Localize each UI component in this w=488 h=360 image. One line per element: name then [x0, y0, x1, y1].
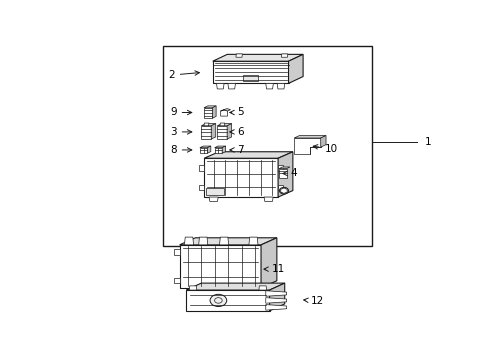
Polygon shape [220, 110, 227, 116]
Polygon shape [204, 158, 278, 197]
Polygon shape [264, 197, 273, 202]
Polygon shape [199, 185, 204, 190]
Polygon shape [203, 123, 208, 126]
Polygon shape [265, 305, 286, 310]
Polygon shape [248, 237, 258, 245]
Polygon shape [278, 152, 292, 197]
Polygon shape [269, 283, 284, 311]
Polygon shape [217, 123, 231, 126]
Polygon shape [209, 197, 218, 202]
Polygon shape [200, 148, 207, 153]
Polygon shape [203, 108, 212, 118]
Polygon shape [279, 168, 286, 178]
Polygon shape [243, 75, 258, 81]
Polygon shape [227, 84, 235, 89]
Polygon shape [281, 54, 287, 57]
Polygon shape [211, 123, 215, 139]
Text: 7: 7 [229, 145, 244, 155]
Polygon shape [212, 106, 216, 118]
Polygon shape [278, 185, 282, 190]
Polygon shape [204, 152, 292, 158]
Polygon shape [222, 146, 225, 153]
Polygon shape [179, 245, 261, 288]
Polygon shape [280, 188, 286, 193]
Polygon shape [220, 109, 230, 111]
Polygon shape [201, 126, 211, 139]
Polygon shape [259, 286, 266, 290]
Text: 5: 5 [229, 108, 244, 117]
Polygon shape [186, 283, 284, 290]
Polygon shape [265, 298, 286, 303]
Text: 2: 2 [168, 70, 199, 80]
Text: 4: 4 [283, 168, 296, 179]
Polygon shape [265, 84, 273, 89]
Polygon shape [207, 146, 210, 153]
Polygon shape [174, 278, 179, 283]
Polygon shape [212, 54, 303, 61]
Polygon shape [214, 146, 225, 148]
Polygon shape [226, 123, 231, 139]
Text: 1: 1 [424, 136, 431, 147]
Polygon shape [217, 126, 226, 139]
Polygon shape [189, 286, 196, 290]
Polygon shape [212, 61, 288, 84]
Polygon shape [288, 54, 303, 84]
Polygon shape [186, 290, 269, 311]
Text: 3: 3 [170, 127, 191, 137]
Text: 9: 9 [170, 108, 191, 117]
Circle shape [279, 187, 288, 194]
Polygon shape [216, 84, 224, 89]
Text: 8: 8 [170, 145, 191, 155]
Polygon shape [198, 237, 207, 245]
Polygon shape [214, 148, 222, 153]
Polygon shape [219, 237, 228, 245]
Polygon shape [174, 249, 179, 255]
Polygon shape [184, 237, 193, 245]
Polygon shape [220, 123, 224, 126]
Polygon shape [294, 138, 320, 153]
Polygon shape [265, 291, 286, 296]
Polygon shape [279, 167, 289, 168]
Text: 12: 12 [303, 296, 324, 306]
Polygon shape [261, 238, 276, 288]
Polygon shape [203, 106, 216, 108]
Polygon shape [200, 146, 210, 148]
Polygon shape [294, 135, 325, 138]
Text: 10: 10 [312, 144, 337, 153]
Polygon shape [235, 54, 242, 57]
Text: 6: 6 [229, 127, 244, 137]
Polygon shape [277, 84, 284, 89]
Polygon shape [206, 188, 224, 195]
Polygon shape [320, 135, 325, 147]
Circle shape [210, 294, 226, 307]
Polygon shape [278, 165, 282, 171]
Text: 11: 11 [264, 264, 284, 274]
Polygon shape [199, 165, 204, 171]
Polygon shape [201, 123, 215, 126]
Polygon shape [179, 238, 276, 245]
Bar [163, 46, 371, 246]
